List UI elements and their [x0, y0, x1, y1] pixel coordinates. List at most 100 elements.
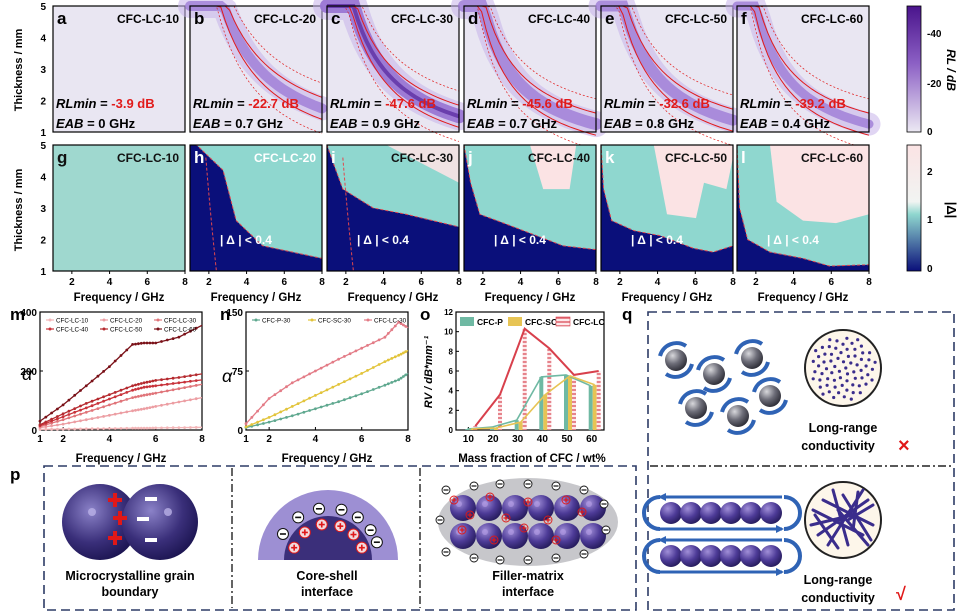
series-point [262, 403, 265, 407]
chart-n-legend: CFC-P-30 CFC-SC-30 CFC-LC-30 [252, 318, 407, 325]
series-point [177, 387, 181, 391]
series-point [348, 352, 352, 356]
series-point [84, 410, 88, 414]
series-point [102, 427, 105, 430]
series-point [262, 418, 265, 422]
series-point [189, 379, 192, 383]
panel-letter-m: m [10, 305, 25, 324]
legend-entry: CFC-LC-50 [110, 327, 143, 334]
series-point [79, 412, 82, 416]
series-point [125, 398, 129, 401]
series-point [73, 427, 77, 431]
series-point [142, 385, 146, 389]
series-point [296, 378, 300, 382]
series-point [189, 426, 192, 429]
series-point [177, 335, 181, 339]
panel-sample-name: CFC-LC-20 [254, 12, 316, 26]
legend-entry: CFC-LC-10 [56, 318, 89, 325]
rlmin-value: -3.9 dB [111, 96, 154, 111]
series-point [160, 390, 163, 394]
legend-entry: CFC-P [477, 317, 503, 327]
series-point [67, 421, 71, 425]
series-point [148, 426, 152, 430]
core-shell-label-2: interface [301, 585, 353, 599]
series-point [90, 399, 94, 403]
series-point [154, 341, 158, 345]
series-point [404, 325, 408, 328]
bar-CFC-SC-60 [592, 384, 597, 430]
series-point [160, 383, 163, 387]
series-point [142, 381, 146, 385]
row2-xtick: 6 [282, 277, 288, 288]
series-point [154, 426, 158, 430]
series-point [125, 426, 129, 430]
chart-o-ytick: 4 [449, 387, 454, 396]
series-point [354, 349, 358, 353]
row2-xtick: 6 [556, 277, 562, 288]
series-point [154, 379, 158, 382]
series-point [399, 352, 403, 356]
series-point [177, 376, 181, 379]
series-point [145, 426, 149, 430]
series-point [256, 420, 259, 424]
chart-m-ytick: 200 [20, 367, 37, 378]
series-point [61, 422, 65, 426]
series-point [50, 421, 53, 425]
series-point [393, 324, 397, 328]
chart-o-xtick: 50 [561, 434, 573, 445]
series-point [194, 426, 198, 429]
q-bottom-label-1: Long-range [804, 573, 873, 587]
eab-value: 0 GHz [98, 116, 135, 131]
series-point [108, 393, 111, 396]
series-point [125, 348, 129, 352]
delta-threshold-label: | Δ | < 0.4 [494, 233, 546, 247]
delta-colorbar-tick: 0 [927, 264, 933, 275]
eab-value: 0.8 GHz [646, 116, 694, 131]
series-point [79, 419, 82, 423]
series-point [131, 396, 135, 399]
row1-axes: Thickness / mm Thickness / mm 1 1 2 2 3 3 4 4 5 5 [13, 2, 46, 278]
delta-panel-l: | Δ | < 0.4 l CFC-LC-60 2 4 6 8 Frequency / GHz [736, 144, 872, 304]
series-point [279, 417, 283, 421]
series-point [102, 399, 105, 403]
series-point [38, 419, 42, 423]
delta-threshold-label: | Δ | < 0.4 [220, 233, 272, 247]
series-point [67, 398, 71, 402]
chart-n-ytick: 75 [232, 367, 244, 378]
series-point [360, 392, 364, 396]
series-point [108, 365, 111, 368]
row2-xtick: 2 [753, 277, 759, 288]
series-point [183, 380, 187, 384]
series-point [183, 375, 187, 378]
row2-xtick: 2 [343, 277, 349, 288]
rl-colorbar-tick: 0 [927, 127, 933, 138]
series-point [256, 409, 259, 413]
series-point [296, 402, 300, 405]
bar-CFC-SC-50 [568, 375, 572, 430]
eab-line: EAB = 0.9 GHz [330, 116, 420, 131]
row2-xtick: 8 [182, 277, 188, 288]
series-point [194, 397, 198, 401]
chart-n-frame [245, 311, 409, 431]
chart-o-xtick: 60 [586, 434, 598, 445]
rlmin-line: RLmin = -39.2 dB [740, 96, 846, 111]
series-point [113, 401, 117, 405]
panel-q-border [647, 311, 955, 611]
series-point [402, 375, 405, 378]
chart-o-legend: CFC-P CFC-SC CFC-LC [460, 316, 605, 327]
series-point [90, 427, 94, 431]
series-point [125, 391, 129, 394]
series-point [366, 369, 369, 372]
series-point [393, 379, 397, 383]
series-point [393, 355, 397, 359]
series-point [61, 412, 65, 416]
rl-colorbar-label: RL / dB [944, 49, 958, 91]
series-point [404, 373, 408, 377]
chart-n-xtick: 2 [266, 434, 272, 445]
series-point [148, 385, 152, 388]
network-circle [804, 481, 882, 559]
series-point [56, 407, 59, 411]
panel-letter-k: k [605, 148, 615, 167]
series-point [171, 426, 175, 430]
